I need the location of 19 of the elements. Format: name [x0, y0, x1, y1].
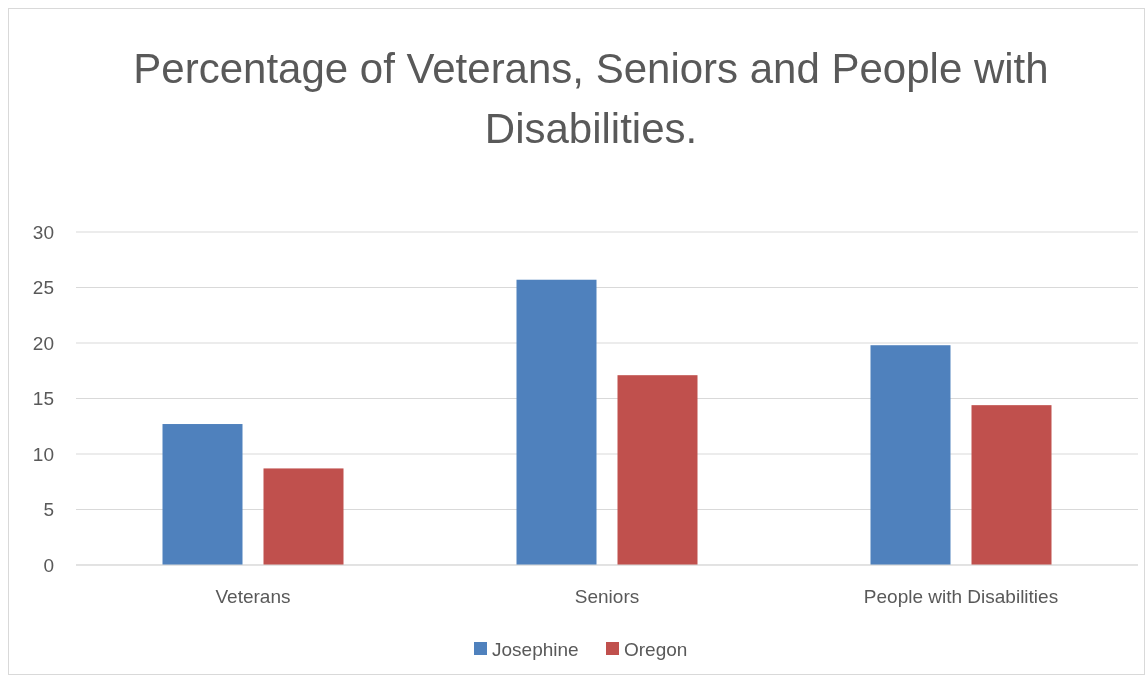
- legend-label: Oregon: [624, 638, 688, 660]
- y-tick-label: 30: [32, 221, 54, 243]
- x-tick-label: Seniors: [574, 586, 640, 607]
- x-tick-label: People with Disabilities: [863, 586, 1059, 607]
- chart-title: Percentage of Veterans, Seniors and People with Disabilities.: [133, 45, 1049, 152]
- y-tick-label: 20: [32, 332, 54, 354]
- bar: [516, 279, 597, 565]
- y-tick-label: 15: [32, 388, 54, 410]
- bar: [162, 424, 243, 565]
- bar: [263, 468, 344, 565]
- legend-label: Josephine: [492, 638, 579, 660]
- bar: [617, 375, 698, 565]
- y-tick-label: 25: [32, 277, 54, 299]
- y-tick-label: 0: [43, 554, 54, 576]
- x-tick-label: Veterans: [215, 586, 291, 607]
- y-tick-label: 10: [32, 443, 54, 465]
- bar: [870, 345, 951, 565]
- bar: [971, 405, 1052, 565]
- y-tick-label: 5: [43, 499, 54, 521]
